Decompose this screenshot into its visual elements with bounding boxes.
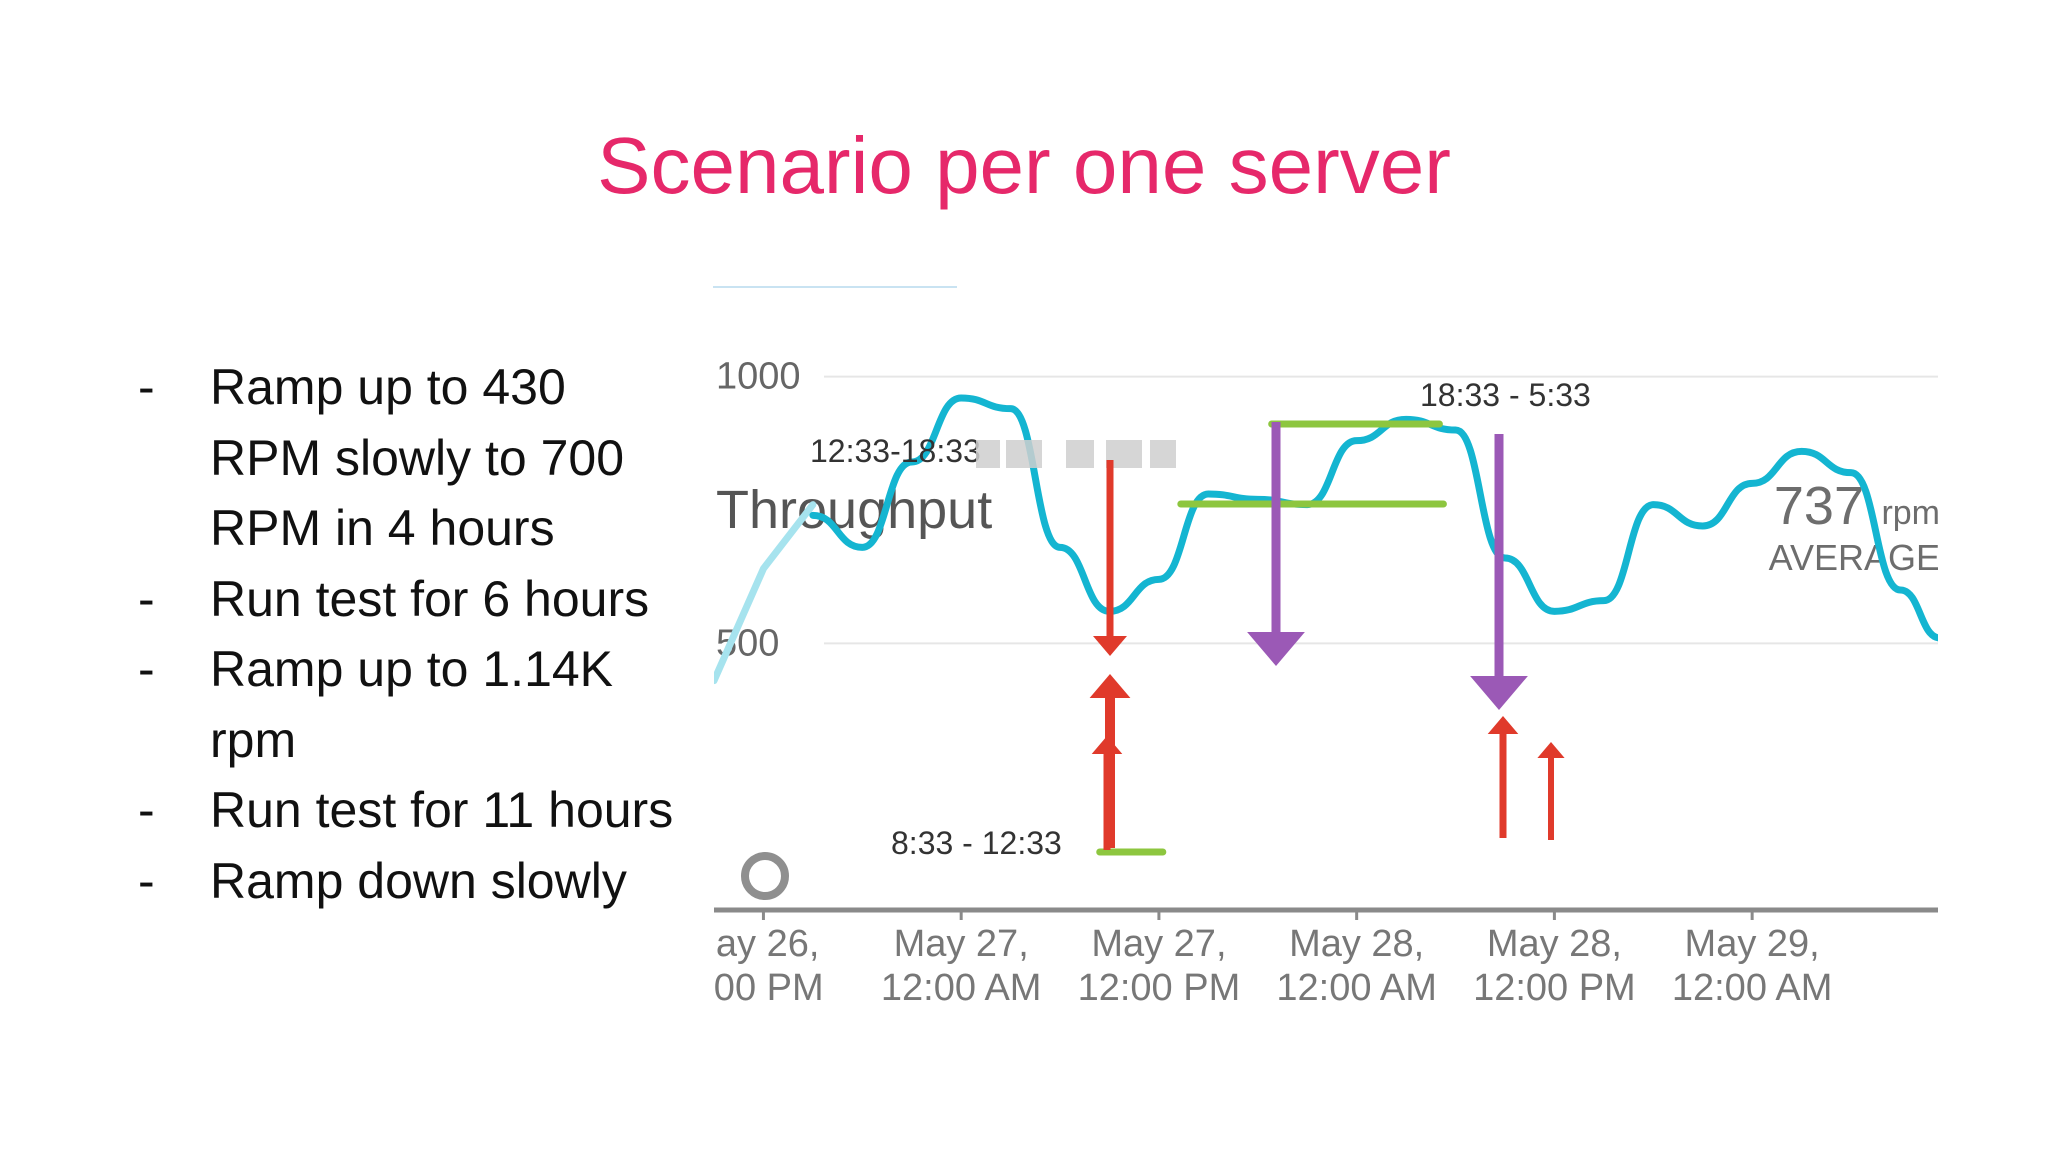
decorative-divider (713, 286, 957, 288)
red-arrow-up-right-head (1487, 716, 1519, 734)
bullet-item: - Run test for 6 hours (138, 564, 678, 635)
x-tick-label: May 27, (894, 923, 1029, 965)
annotation-label-low: 8:33 - 12:33 (891, 825, 1062, 861)
x-tick-label-group: May 29,12:00 AM (1672, 923, 1833, 1009)
red-arrow-down-head (1093, 636, 1127, 656)
series-line-faded (714, 501, 817, 685)
x-tick-label: 12:00 AM (1276, 967, 1437, 1009)
red-arrow-up-left-head (1089, 674, 1131, 698)
bullet-text: Run test for 6 hours (210, 570, 650, 627)
redacted-block (1006, 440, 1042, 468)
bullet-item: - Run test for 11 hours (138, 775, 678, 846)
x-tick-label: 12:00 PM (1078, 967, 1241, 1009)
slide-title: Scenario per one server (597, 121, 1451, 210)
x-tick-label: May 28, (1289, 923, 1424, 965)
x-tick-label-group: May 27,12:00 PM (1078, 923, 1241, 1009)
annotation-label-top: 18:33 - 5:33 (1420, 377, 1591, 413)
bullet-text: Run test for 11 hours (210, 782, 674, 838)
bullet-dash: - (138, 570, 155, 627)
series-line (809, 394, 1938, 642)
bullet-dash: - (138, 359, 155, 415)
bullet-list: - Ramp up to 430 RPM slowly to 700 RPM in… (138, 352, 678, 916)
x-tick-label-group: May 27,12:00 AM (881, 923, 1042, 1009)
redacted-block (1150, 440, 1176, 468)
x-tick-label: lay 26, (714, 923, 819, 965)
bullet-text: Ramp up to 430 RPM slowly to 700 RPM in … (210, 359, 625, 556)
chart-background (700, 200, 2048, 1152)
purple-arrow-right-head (1470, 676, 1528, 710)
red-arrow-up-mid-head (1091, 736, 1123, 754)
x-tick-label-group: May 28,12:00 PM (1473, 923, 1636, 1009)
purple-arrow-left-head (1247, 632, 1305, 666)
summary-unit: rpm (1881, 494, 1938, 532)
summary-label: AVERAGE (1769, 537, 1938, 578)
x-tick-label: 12:00 AM (881, 967, 1042, 1009)
chart-title: Throughput (716, 480, 992, 540)
x-tick-label: May 29, (1685, 923, 1820, 965)
summary-value: 737 (1774, 476, 1864, 536)
x-tick-label: May 28, (1487, 923, 1622, 965)
bullet-text: Ramp up to 1.14K rpm (210, 641, 614, 768)
x-tick-label-group: lay 26,:00 PM (714, 923, 824, 1009)
bullet-item: - Ramp up to 430 RPM slowly to 700 RPM in… (138, 352, 678, 564)
bullet-text: Ramp down slowly (210, 852, 627, 909)
x-tick-label-group: May 28,12:00 AM (1276, 923, 1437, 1009)
annotation-label-high: 12:33-18:33 (810, 433, 981, 469)
bullet-dash: - (138, 852, 155, 909)
bullet-item: - Ramp up to 1.14K rpm (138, 634, 678, 775)
bullet-dash: - (138, 782, 155, 838)
x-tick-label: May 27, (1091, 923, 1226, 965)
x-tick-label: 12:00 AM (1672, 967, 1833, 1009)
redacted-block (1066, 440, 1094, 468)
x-tick-label: :00 PM (714, 967, 824, 1009)
loading-circle-icon (741, 852, 789, 900)
bullet-dash: - (138, 641, 155, 697)
bullet-item: - Ramp down slowly (138, 846, 678, 917)
red-arrow-up-far-head (1537, 742, 1565, 758)
y-tick-label: 1000 (716, 356, 801, 398)
redacted-block (976, 440, 1000, 468)
x-tick-label: 12:00 PM (1473, 967, 1636, 1009)
